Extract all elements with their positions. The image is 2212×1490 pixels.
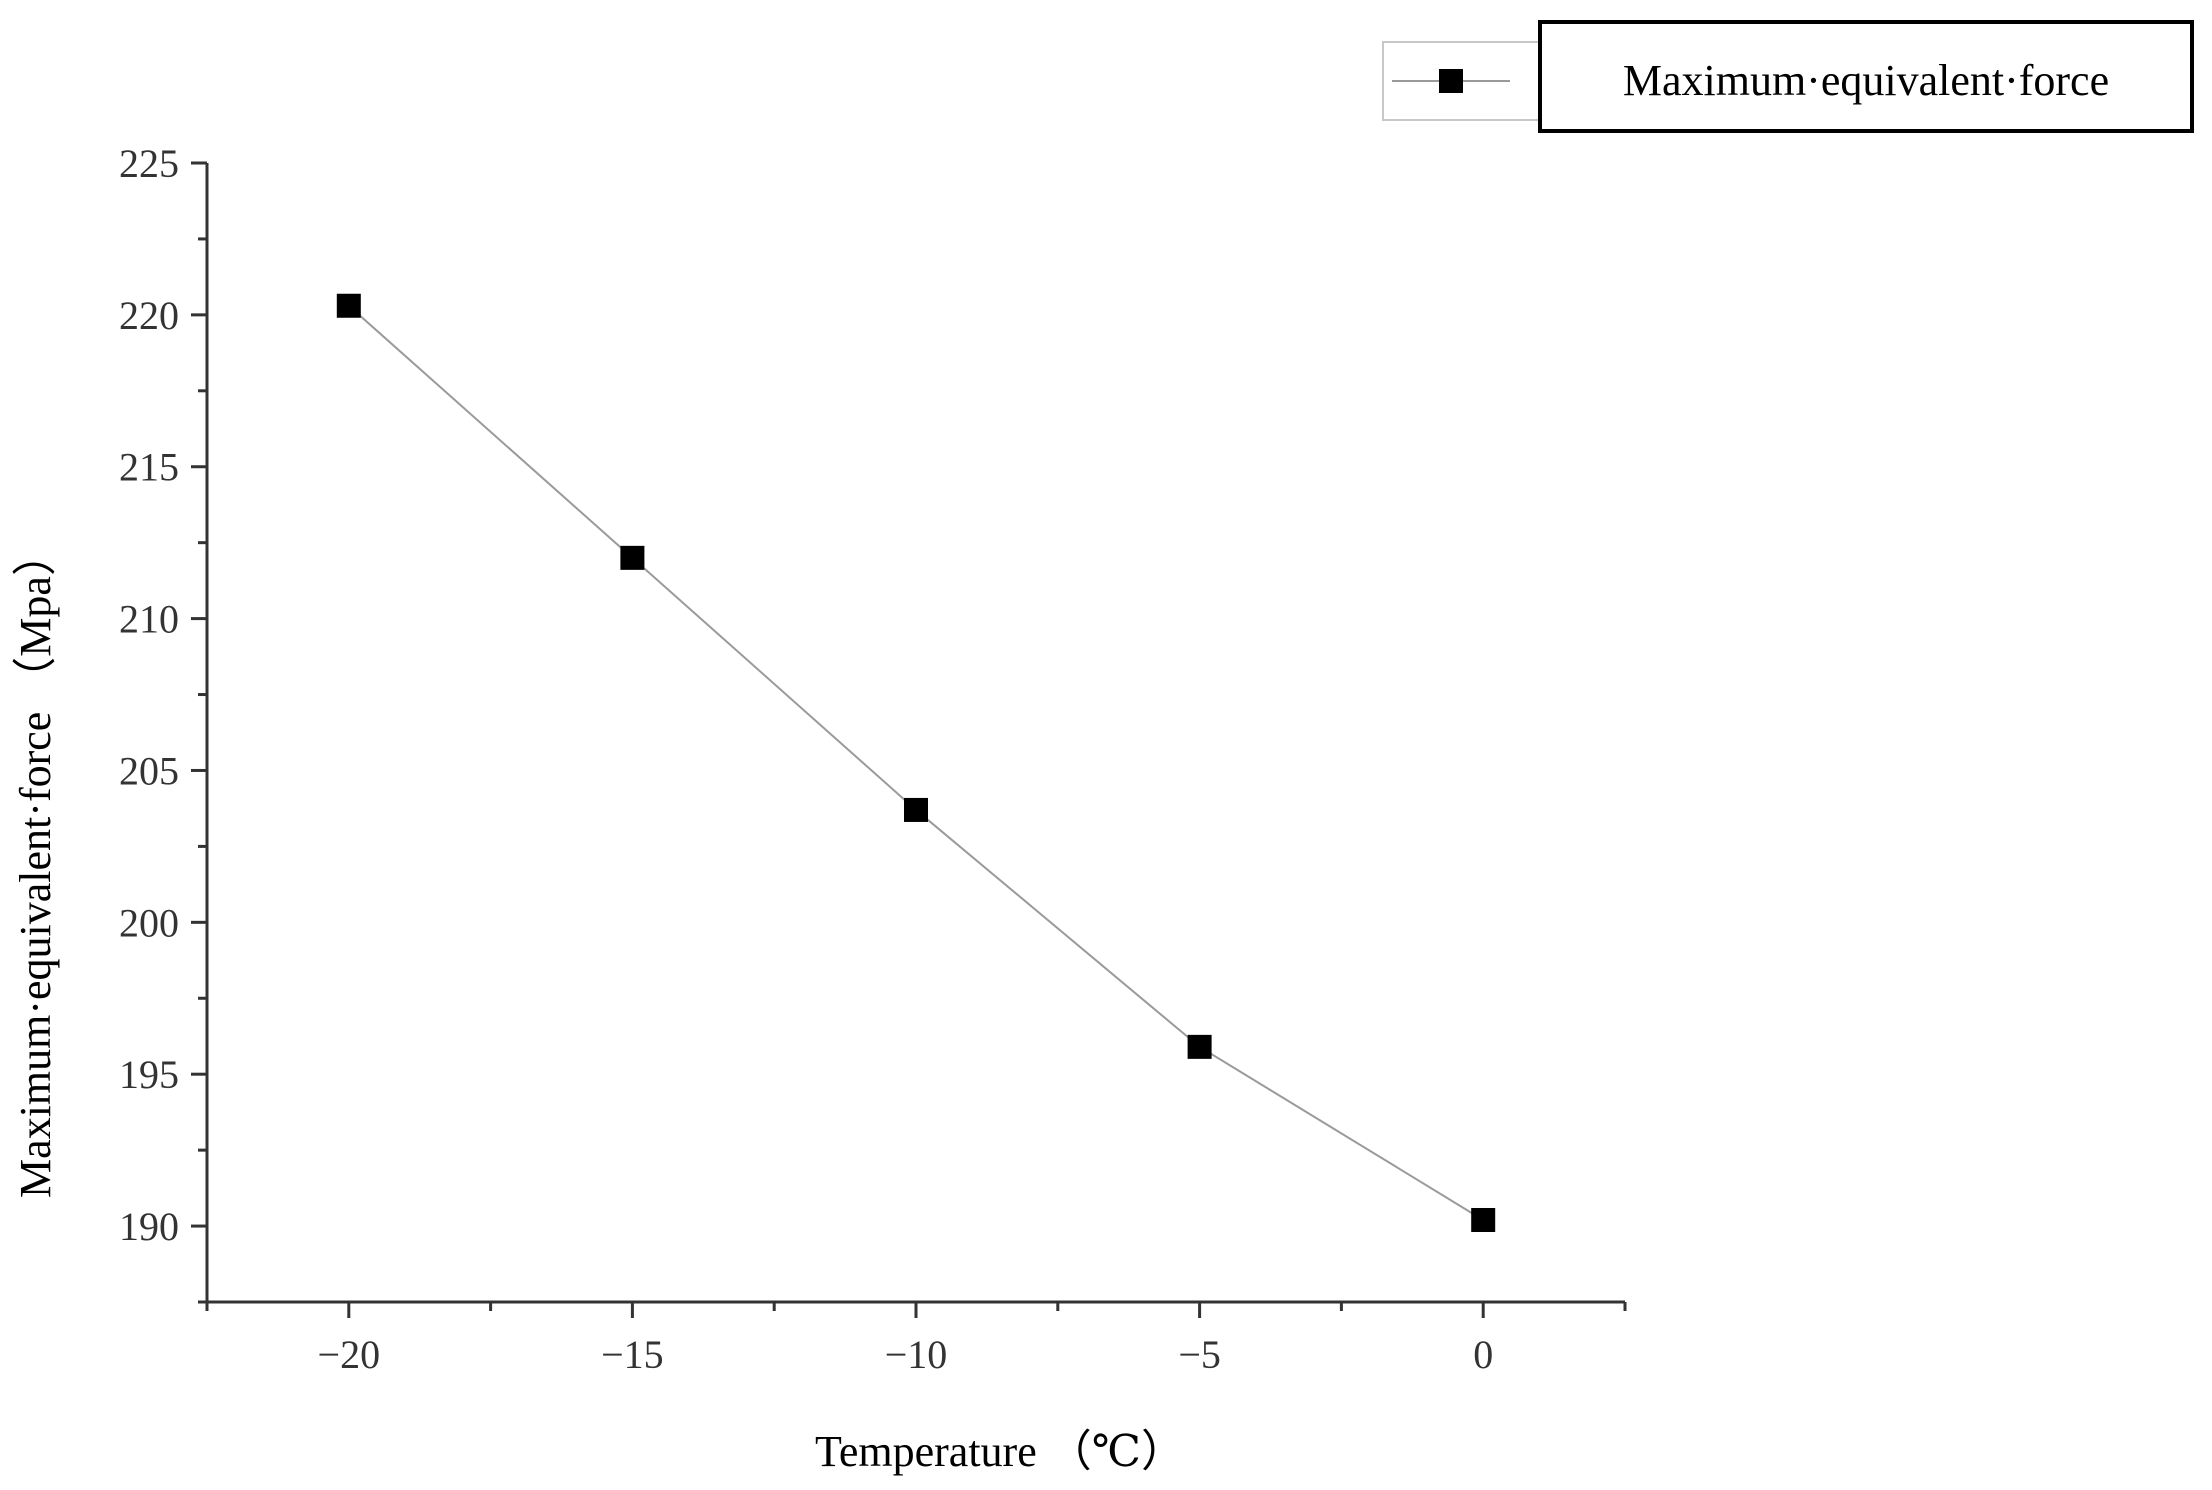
ticks: 190 195 200 205 210 215 220 225 −20 −15 −10 −5 0 [119, 141, 1627, 1377]
data-point-marker [1187, 1034, 1212, 1059]
legend: Maximum·equivalent·force [1382, 20, 2194, 133]
legend-label: Maximum·equivalent·force [1623, 56, 2109, 105]
y-axis-title: Maximum·equivalent·force （Mpa） [11, 532, 60, 1198]
y-tick-label: 220 [119, 293, 179, 338]
x-tick-label: 0 [1473, 1332, 1493, 1377]
data-point-marker [904, 797, 928, 822]
y-tick-label: 210 [119, 597, 179, 642]
x-tick-label: −15 [601, 1332, 664, 1377]
x-tick-label: −5 [1178, 1332, 1221, 1377]
legend-marker-sample [1439, 69, 1463, 93]
x-tick-label: −10 [885, 1332, 948, 1377]
x-axis-title: Temperature （℃） [815, 1427, 1185, 1476]
y-tick-label: 200 [119, 900, 179, 945]
data-point-marker [620, 545, 645, 570]
y-tick-label: 205 [119, 748, 179, 793]
y-tick-label: 190 [119, 1204, 179, 1249]
y-tick-label: 195 [119, 1052, 179, 1097]
legend-box [1538, 20, 2194, 133]
x-tick-label: −20 [318, 1332, 381, 1377]
series-line [348, 305, 1484, 1221]
y-tick-label: 215 [119, 445, 179, 490]
data-point-marker [1471, 1207, 1496, 1232]
axes [205, 163, 1625, 1304]
series [336, 293, 1496, 1232]
y-tick-label: 225 [119, 141, 179, 186]
data-point-marker [336, 293, 361, 318]
